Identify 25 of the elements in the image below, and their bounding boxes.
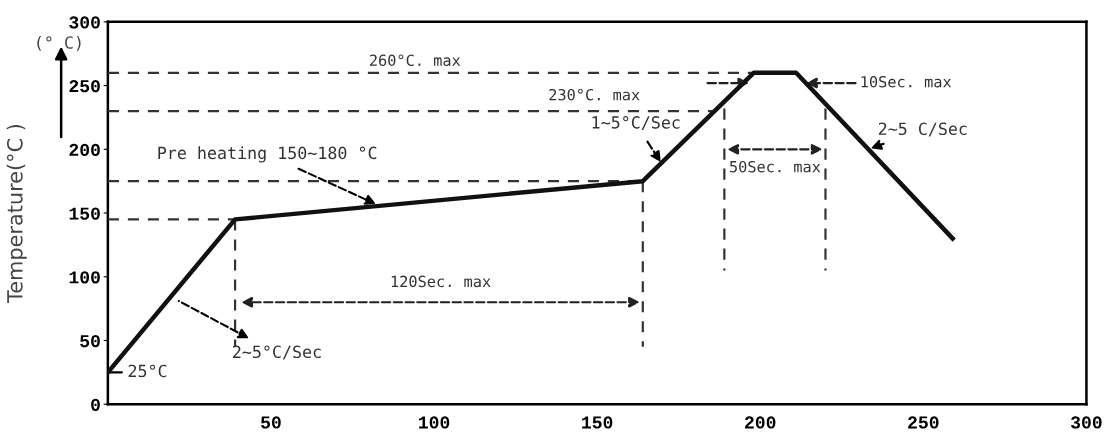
text: (° C) xyxy=(37,35,81,51)
x-tick-label: 300 xyxy=(1070,416,1102,429)
y-tick-label: 150 xyxy=(69,207,100,220)
annotation: 2~5 C/Sec xyxy=(878,122,967,137)
annotation: 2~5°C/Sec xyxy=(233,345,321,360)
ref-line-label: 230°C. max xyxy=(549,88,640,101)
x-tick-label: 50 xyxy=(261,416,281,429)
annotation: 25°C xyxy=(128,364,167,378)
y-axis-title: Temperature(°C ) xyxy=(6,124,27,303)
y-tick-label: 50 xyxy=(80,334,100,348)
ref-line-label: 260°C. max xyxy=(369,54,461,67)
annotation: 120Sec. max xyxy=(391,275,491,288)
x-tick-label: 150 xyxy=(582,416,613,429)
annotation: 10Sec. max xyxy=(861,75,952,88)
y-tick-label: 100 xyxy=(69,271,100,284)
annotation: 1~5°C/Sec xyxy=(592,116,680,131)
x-tick-label: 250 xyxy=(908,416,939,429)
x-tick-label: 100 xyxy=(419,416,450,429)
y-tick-label: 250 xyxy=(69,80,100,93)
y-tick-label: 0 xyxy=(91,398,100,411)
x-tick-label: 200 xyxy=(745,416,776,429)
y-tick-label: 300 xyxy=(69,16,100,29)
y-tick-label: 200 xyxy=(69,143,100,157)
annotation: Pre heating 150~180 °C xyxy=(158,146,377,163)
annotation: 50Sec. max xyxy=(729,160,821,173)
